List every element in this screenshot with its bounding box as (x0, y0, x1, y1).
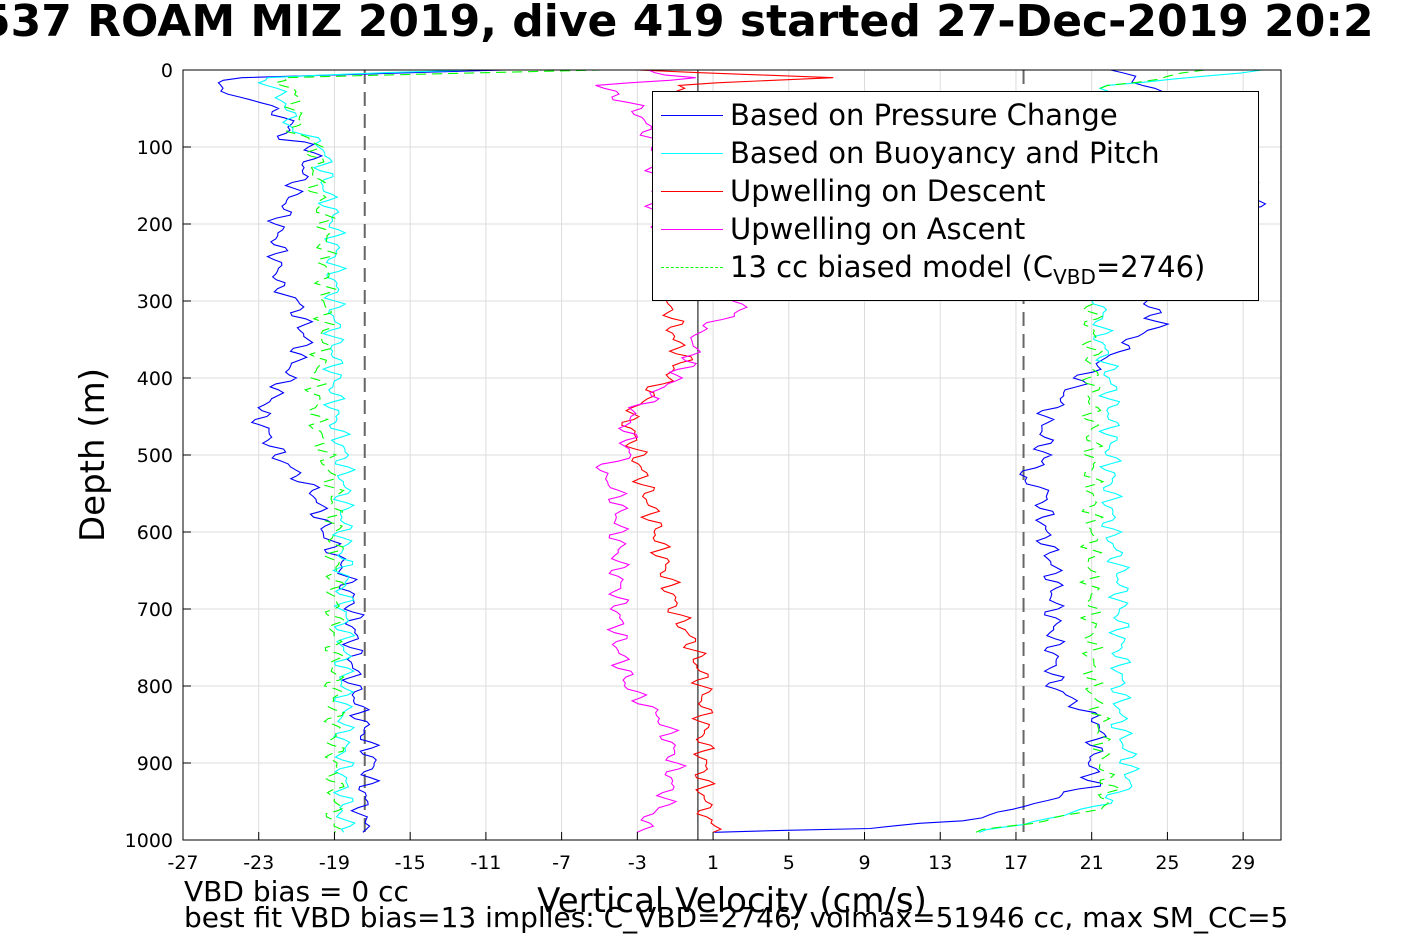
legend-swatch (661, 115, 723, 116)
y-tick-label: 300 (137, 291, 173, 313)
y-tick-label: 500 (137, 445, 173, 467)
legend-label: Upwelling on Ascent (730, 212, 1026, 246)
x-tick-label: -15 (395, 852, 426, 874)
y-tick-label: 800 (137, 676, 173, 698)
y-tick-label: 900 (137, 753, 173, 775)
y-axis-label: Depth (m) (73, 368, 113, 542)
x-axis-ticks: -27 -23 -19 -15 -11 -7 -3 1 5 9 13 17 21 25 29 (167, 832, 1255, 874)
legend-item-upwelling-ascent: Upwelling on Ascent (653, 210, 1258, 248)
y-tick-label: 700 (137, 599, 173, 621)
legend-swatch (661, 229, 723, 230)
legend-label: 13 cc biased model (CVBD=2746) (730, 250, 1206, 289)
y-tick-label: 200 (137, 214, 173, 236)
x-tick-label: 13 (928, 852, 952, 874)
x-tick-label: 1 (707, 852, 719, 874)
footnote-best-fit: best fit VBD bias=13 implies: C_VBD=2746… (184, 901, 1289, 934)
x-tick-label: 5 (783, 852, 795, 874)
y-tick-label: 100 (137, 137, 173, 159)
legend-label: Upwelling on Descent (730, 174, 1046, 208)
x-tick-label: -27 (167, 852, 198, 874)
x-tick-label: -3 (628, 852, 647, 874)
y-tick-label: 600 (137, 522, 173, 544)
y-tick-label: 400 (137, 368, 173, 390)
series-line-5 (975, 69, 1206, 833)
legend-label: Based on Pressure Change (730, 98, 1118, 132)
x-axis-label: Vertical Velocity (cm/s) (537, 881, 927, 921)
chart-title: 537 ROAM MIZ 2019, dive 419 started 27-D… (0, 0, 1374, 47)
x-tick-label: -23 (243, 852, 274, 874)
legend-item-buoyancy-pitch: Based on Buoyancy and Pitch (653, 134, 1258, 172)
legend-swatch (661, 153, 723, 154)
series-line-1 (217, 69, 505, 833)
x-tick-label: 9 (858, 852, 870, 874)
y-tick-label: 0 (161, 60, 173, 82)
x-tick-label: -19 (319, 852, 350, 874)
y-axis-ticks: 0 100 200 300 400 500 600 700 800 900 1000 (125, 60, 191, 852)
x-tick-label: 17 (1004, 852, 1028, 874)
legend-label: Based on Buoyancy and Pitch (730, 136, 1160, 170)
legend-item-biased-model: 13 cc biased model (CVBD=2746) (653, 248, 1258, 289)
series-line-5 (273, 69, 603, 833)
legend-item-pressure-change: Based on Pressure Change (653, 96, 1258, 134)
footnote-vbd-bias: VBD bias = 0 cc (184, 875, 409, 908)
x-tick-label: -7 (552, 852, 571, 874)
x-tick-label: 29 (1231, 852, 1255, 874)
y-tick-label: 1000 (125, 830, 173, 852)
x-tick-label: 21 (1080, 852, 1104, 874)
x-tick-label: -11 (470, 852, 501, 874)
x-tick-label: 25 (1155, 852, 1179, 874)
legend-swatch (661, 191, 723, 192)
series-line-2 (257, 69, 473, 833)
legend-item-upwelling-descent: Upwelling on Descent (653, 172, 1258, 210)
legend-swatch (661, 267, 723, 268)
legend: Based on Pressure Change Based on Buoyan… (652, 91, 1259, 301)
